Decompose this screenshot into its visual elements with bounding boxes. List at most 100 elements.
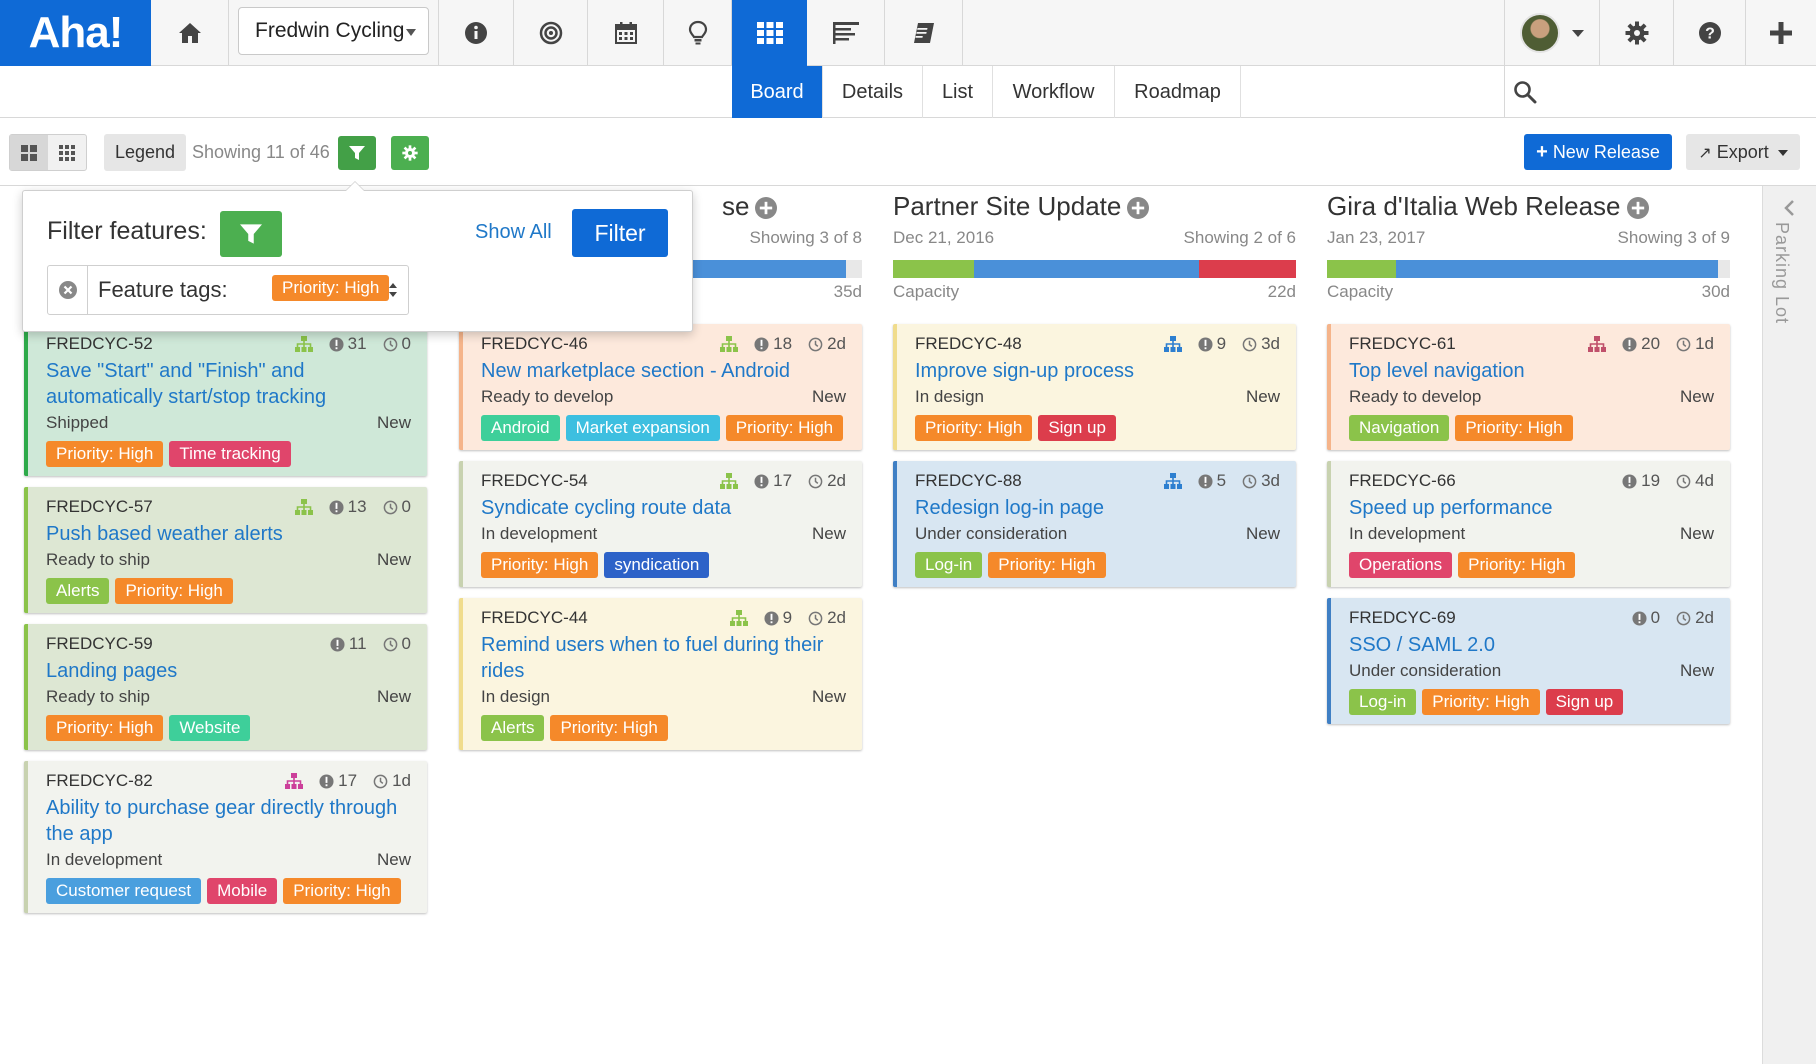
feature-id[interactable]: FREDCYC-88 <box>915 471 1022 490</box>
feature-card[interactable]: FREDCYC-66 19 4d Speed up performance In dev… <box>1327 461 1730 587</box>
feature-card[interactable]: FREDCYC-88 5 3d Redesign log-in page Under c… <box>893 461 1296 587</box>
feature-title-link[interactable]: Save "Start" and "Finish" and automatica… <box>46 358 411 410</box>
selected-tag-chip[interactable]: Priority: High <box>272 275 389 301</box>
tab-list[interactable]: List <box>923 66 993 118</box>
features-board-button[interactable] <box>732 0 807 66</box>
feature-card[interactable]: FREDCYC-59 11 0 Landing pages Ready to ship N… <box>24 624 427 750</box>
info-button[interactable] <box>438 0 514 66</box>
feature-title-link[interactable]: Improve sign-up process <box>915 358 1280 384</box>
releases-calendar-button[interactable] <box>588 0 664 66</box>
score-stat: 0 <box>1632 608 1660 628</box>
feature-title-link[interactable]: Landing pages <box>46 658 411 684</box>
feature-card[interactable]: FREDCYC-57 13 0 Push based weather alerts Re… <box>24 487 427 613</box>
release-showing-count: Showing 2 of 6 <box>1184 228 1296 248</box>
feature-id[interactable]: FREDCYC-44 <box>481 608 588 627</box>
add-filter-button[interactable] <box>220 211 282 257</box>
feature-id[interactable]: FREDCYC-46 <box>481 334 588 353</box>
release-column: Gira d'Italia Web Release Jan 23, 2017 Sho… <box>1327 186 1730 306</box>
export-icon: ↗ <box>1698 145 1711 162</box>
feature-id[interactable]: FREDCYC-69 <box>1349 608 1456 627</box>
feature-state: New <box>1680 387 1714 407</box>
strategy-button[interactable] <box>514 0 588 66</box>
feature-title-link[interactable]: Top level navigation <box>1349 358 1714 384</box>
tag-badge: Operations <box>1349 552 1452 578</box>
score-value: 19 <box>1641 471 1660 491</box>
feature-id[interactable]: FREDCYC-52 <box>46 334 153 353</box>
tag-badge: Priority: High <box>915 415 1032 441</box>
feature-card[interactable]: FREDCYC-61 20 1d Top level navigation Ready … <box>1327 324 1730 450</box>
feature-card[interactable]: FREDCYC-44 9 2d Remind users when to fuel d… <box>459 598 862 750</box>
hierarchy-icon <box>1588 336 1606 352</box>
filter-toggle-button[interactable] <box>338 136 376 170</box>
feature-card[interactable]: FREDCYC-54 17 2d Syndicate cycling route da… <box>459 461 862 587</box>
board-settings-button[interactable] <box>391 136 429 170</box>
score-value: 9 <box>1217 334 1226 354</box>
score-stat: 11 <box>330 634 367 654</box>
feature-card[interactable]: FREDCYC-52 31 0 Save "Start" and "Finish" a… <box>24 324 427 476</box>
feature-id[interactable]: FREDCYC-82 <box>46 771 153 790</box>
clock-icon <box>383 500 398 515</box>
aha-logo[interactable]: Aha! <box>0 0 151 66</box>
feature-title-link[interactable]: Push based weather alerts <box>46 521 411 547</box>
feature-card[interactable]: FREDCYC-69 0 2d SSO / SAML 2.0 Under conside… <box>1327 598 1730 724</box>
feature-id[interactable]: FREDCYC-66 <box>1349 471 1456 490</box>
apply-filter-button[interactable]: Filter <box>572 209 668 257</box>
large-card-view-button[interactable] <box>10 135 48 170</box>
feature-card[interactable]: FREDCYC-46 18 2d New marketplace section - … <box>459 324 862 450</box>
feature-id[interactable]: FREDCYC-59 <box>46 634 153 653</box>
ideas-button[interactable] <box>664 0 732 66</box>
new-release-label: New Release <box>1553 142 1660 162</box>
card-header: FREDCYC-57 13 0 <box>46 497 411 519</box>
feature-title-link[interactable]: Remind users when to fuel during their r… <box>481 632 846 684</box>
help-button[interactable]: ? <box>1674 0 1746 66</box>
product-select[interactable]: Fredwin Cycling <box>238 7 429 55</box>
card-status-row: Ready to ship New <box>46 687 411 709</box>
clock-icon <box>1676 611 1691 626</box>
feature-card-list: FREDCYC-61 20 1d Top level navigation Ready … <box>1327 324 1730 735</box>
feature-title-link[interactable]: Syndicate cycling route data <box>481 495 846 521</box>
tag-badge: Priority: High <box>1455 415 1572 441</box>
feature-state: New <box>377 413 411 433</box>
small-card-view-button[interactable] <box>48 135 86 170</box>
chevron-down-icon <box>1572 30 1584 37</box>
feature-title-link[interactable]: Redesign log-in page <box>915 495 1280 521</box>
top-bar: Aha! Fredwin Cycling ? <box>0 0 1816 66</box>
tab-roadmap[interactable]: Roadmap <box>1115 66 1241 118</box>
feature-id[interactable]: FREDCYC-48 <box>915 334 1022 353</box>
feature-title-link[interactable]: Speed up performance <box>1349 495 1714 521</box>
settings-button[interactable] <box>1600 0 1674 66</box>
tab-details[interactable]: Details <box>823 66 923 118</box>
funnel-icon <box>240 223 262 245</box>
tab-workflow[interactable]: Workflow <box>993 66 1115 118</box>
parking-lot-panel[interactable]: Parking Lot <box>1762 186 1816 1064</box>
notebooks-button[interactable] <box>885 0 963 66</box>
chevron-left-icon <box>1783 200 1795 216</box>
new-release-button[interactable]: + New Release <box>1524 134 1672 170</box>
legend-button[interactable]: Legend <box>104 134 186 171</box>
clear-filter-button[interactable] <box>48 266 88 314</box>
roadmaps-button[interactable] <box>807 0 885 66</box>
add-button[interactable] <box>1746 0 1816 66</box>
user-menu-button[interactable] <box>1504 0 1600 66</box>
svg-text:?: ? <box>1705 26 1715 43</box>
search-box[interactable] <box>1504 66 1816 118</box>
score-value: 17 <box>338 771 357 791</box>
feature-title-link[interactable]: Ability to purchase gear directly throug… <box>46 795 411 847</box>
feature-id[interactable]: FREDCYC-54 <box>481 471 588 490</box>
show-all-link[interactable]: Show All <box>475 221 552 244</box>
select-arrows-icon[interactable] <box>388 280 398 300</box>
tab-board[interactable]: Board <box>732 66 823 118</box>
feature-card[interactable]: FREDCYC-48 9 3d Improve sign-up process In d… <box>893 324 1296 450</box>
feature-card[interactable]: FREDCYC-82 17 1d Ability to purchase gear d… <box>24 761 427 913</box>
release-title[interactable]: Gira d'Italia Web Release <box>1327 186 1730 226</box>
tag-badge: Priority: High <box>46 715 163 741</box>
export-button[interactable]: ↗ Export <box>1686 134 1800 170</box>
feature-title-link[interactable]: SSO / SAML 2.0 <box>1349 632 1714 658</box>
feature-id[interactable]: FREDCYC-61 <box>1349 334 1456 353</box>
score-value: 17 <box>773 471 792 491</box>
release-title[interactable]: Partner Site Update <box>893 186 1296 226</box>
feature-id[interactable]: FREDCYC-57 <box>46 497 153 516</box>
home-button[interactable] <box>151 0 229 66</box>
release-title[interactable]: se <box>722 186 862 226</box>
feature-title-link[interactable]: New marketplace section - Android <box>481 358 846 384</box>
